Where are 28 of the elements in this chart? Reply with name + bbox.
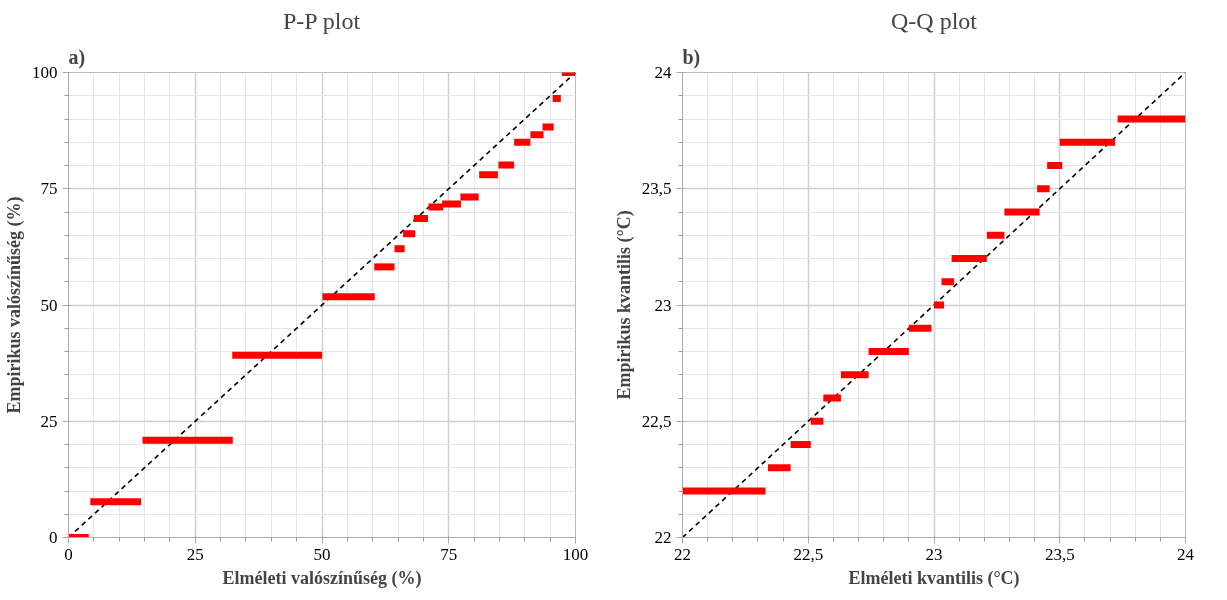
y-tick-label: 50 [40, 295, 58, 315]
y-tick-label: 100 [32, 63, 58, 82]
x-tick-label: 100 [562, 544, 589, 564]
x-axis-title: Elméleti valószínűség (%) [222, 567, 422, 589]
y-tick-label: 24 [654, 63, 672, 82]
x-tick-label: 23 [925, 544, 943, 564]
x-tick-label: 22 [674, 544, 691, 564]
y-tick-label: 22 [654, 528, 672, 547]
chart-title: Q-Q plot [891, 7, 978, 34]
text: a) [68, 45, 86, 69]
x-tick-label: 23,5 [1044, 544, 1075, 564]
y-tick-label: 22,5 [641, 411, 672, 431]
y-axis-title: Empirikus kvantilis (°C) [613, 210, 635, 400]
text: b) [682, 45, 701, 69]
x-axis-title: Elméleti kvantilis (°C) [848, 567, 1020, 589]
x-tick-label: 22,5 [793, 544, 824, 564]
y-tick-label: 23 [654, 295, 672, 315]
x-tick-label: 50 [313, 544, 331, 564]
y-tick-label: 25 [40, 411, 58, 431]
y-tick-label: 23,5 [641, 179, 672, 199]
y-tick-label: 0 [49, 528, 58, 547]
y-tick-label: 75 [40, 179, 58, 199]
x-tick-label: 25 [186, 544, 204, 564]
y-axis-title: Empirikus valószínűség (%) [4, 196, 25, 414]
x-tick-label: 24 [1177, 544, 1195, 564]
x-tick-label: 0 [64, 544, 73, 564]
x-tick-label: 75 [440, 544, 458, 564]
chart-title: P-P plot [282, 7, 361, 34]
